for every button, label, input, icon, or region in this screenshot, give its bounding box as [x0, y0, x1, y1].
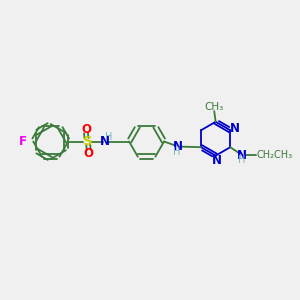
Text: N: N: [237, 148, 247, 162]
Text: H: H: [238, 155, 245, 165]
Text: CH₃: CH₃: [205, 102, 224, 112]
Text: S: S: [82, 135, 92, 148]
Text: H: H: [173, 147, 181, 157]
Text: N: N: [230, 122, 240, 135]
Text: F: F: [19, 135, 27, 148]
Text: O: O: [84, 147, 94, 160]
Text: N: N: [100, 135, 110, 148]
Text: H: H: [105, 132, 113, 142]
Text: O: O: [81, 123, 91, 136]
Text: CH₂CH₃: CH₂CH₃: [257, 150, 293, 160]
Text: N: N: [212, 154, 222, 167]
Text: N: N: [172, 140, 183, 153]
